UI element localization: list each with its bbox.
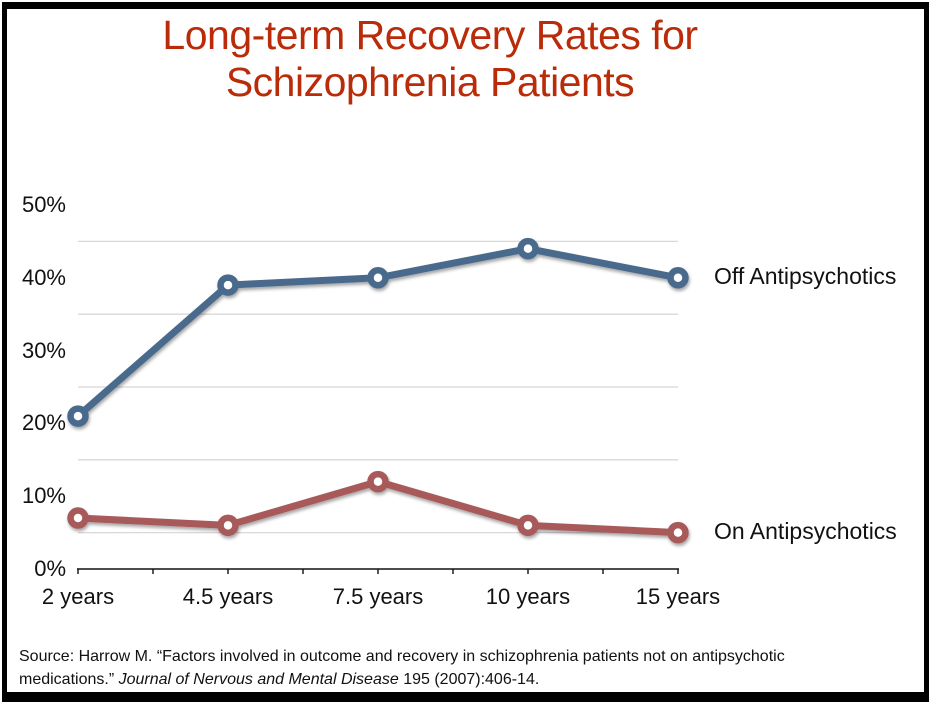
x-axis-category-label: 2 years xyxy=(41,584,115,609)
y-axis-tick-label: 30% xyxy=(21,337,66,363)
x-axis-category-label: 10 years xyxy=(485,584,571,609)
data-point-marker xyxy=(217,274,239,296)
data-point-marker xyxy=(667,267,689,289)
data-point-marker xyxy=(67,405,89,427)
data-point-marker xyxy=(67,507,89,529)
y-axis-tick-label: 20% xyxy=(21,410,66,436)
series-line-0 xyxy=(67,237,689,427)
y-axis-tick-label: 10% xyxy=(21,483,66,509)
data-point-marker xyxy=(367,470,389,493)
chart-title-line2: Schizophrenia Patients xyxy=(225,59,635,105)
data-point-marker xyxy=(517,237,539,260)
source-journal-name: Journal of Nervous and Mental Disease xyxy=(118,671,399,688)
chart-title-line1: Long-term Recovery Rates for xyxy=(162,12,698,58)
series-label-on-antipsychotics: On Antipsychotics xyxy=(714,518,897,544)
chart-title: Long-term Recovery Rates for Schizophren… xyxy=(0,12,860,106)
source-line2-post: 195 (2007):406-14. xyxy=(398,671,540,688)
data-point-marker xyxy=(667,521,689,544)
x-axis-category-label: 4.5 years xyxy=(182,584,274,609)
y-axis-tick-label: 0% xyxy=(34,556,66,581)
series-label-off-antipsychotics: Off Antipsychotics xyxy=(714,263,897,289)
source-citation: Source: Harrow M. “Factors involved in o… xyxy=(19,645,919,691)
source-line1: Source: Harrow M. “Factors involved in o… xyxy=(19,648,785,665)
y-axis-tick-label: 40% xyxy=(21,264,66,290)
series-line-1 xyxy=(67,470,689,544)
x-axis-category-label: 7.5 years xyxy=(332,584,424,609)
source-line2: medications.” Journal of Nervous and Men… xyxy=(19,668,919,691)
data-point-marker xyxy=(517,514,539,537)
y-axis-tick-label: 50% xyxy=(21,192,66,217)
x-axis-category-label: 15 years xyxy=(635,584,721,609)
source-line2-pre: medications.” xyxy=(19,671,119,688)
data-point-marker xyxy=(367,267,389,289)
data-point-marker xyxy=(217,514,239,537)
